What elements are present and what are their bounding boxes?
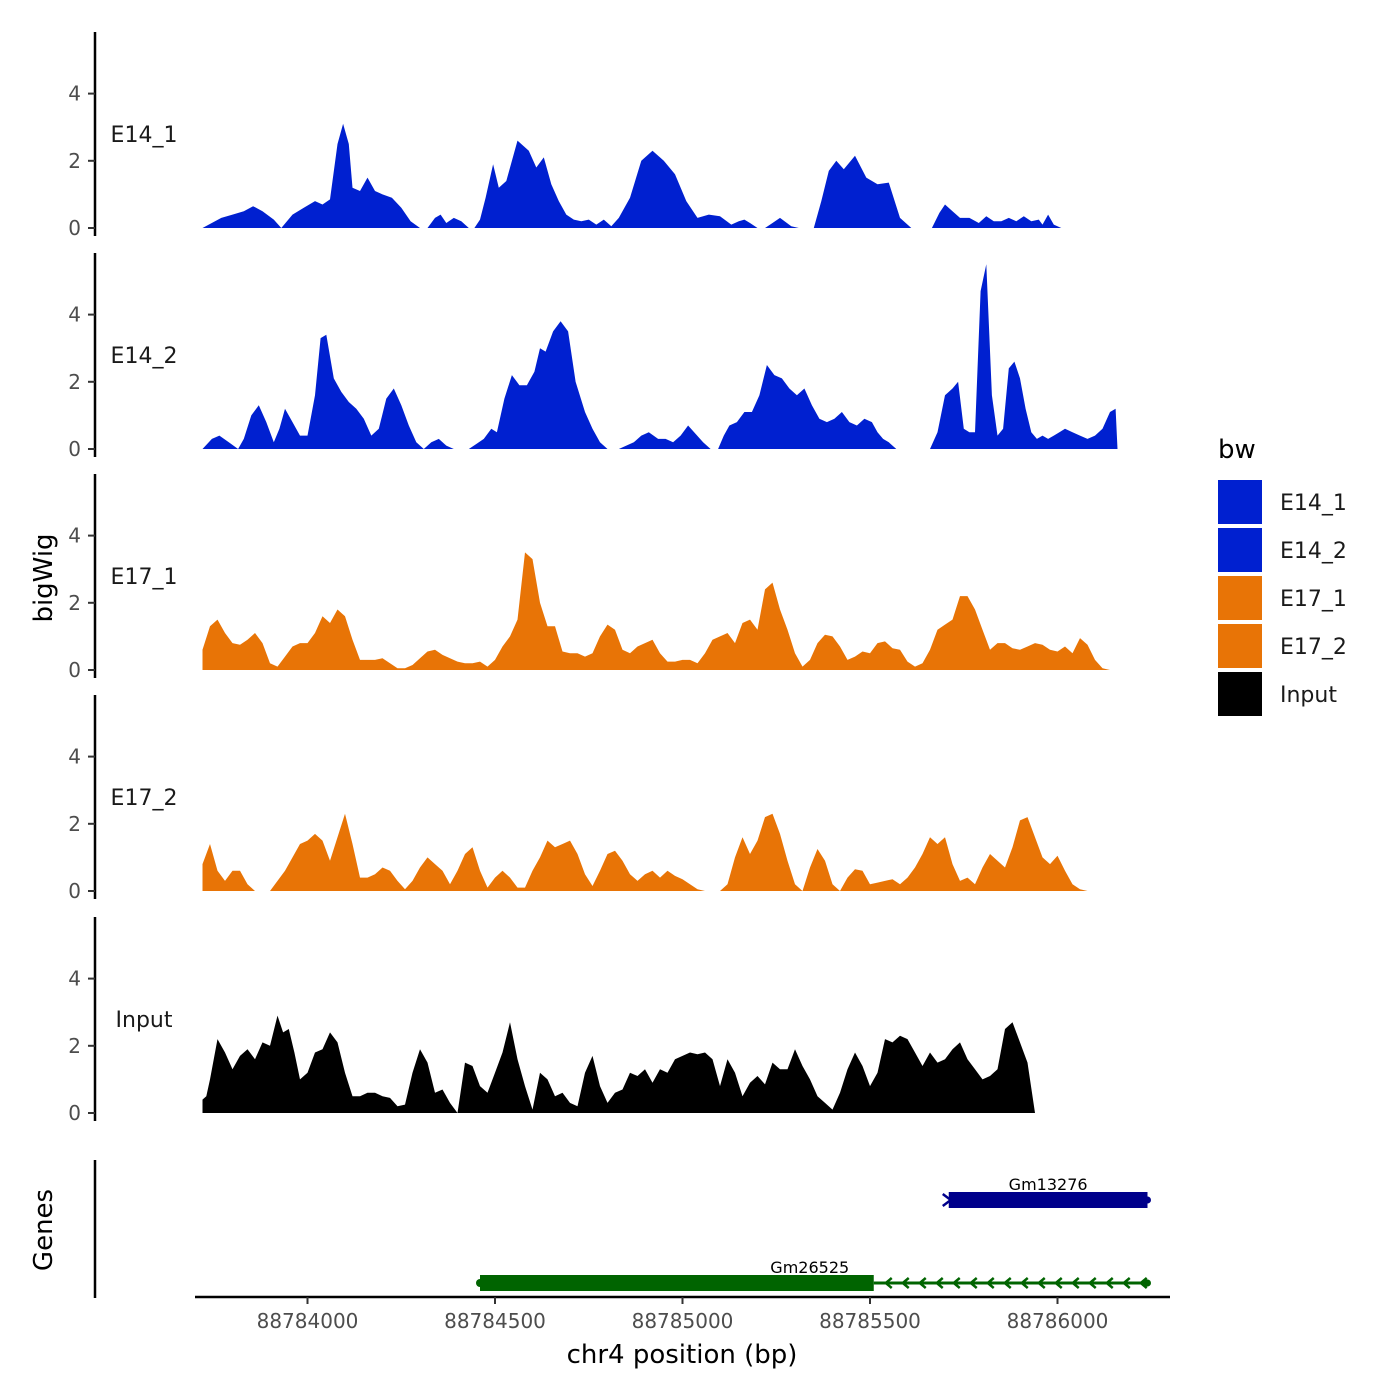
track-Input: 0 2 4 Input [68, 917, 1122, 1125]
y-axis-title: bigWig [29, 533, 59, 622]
track-label: E17_1 [111, 565, 178, 590]
track-label: E14_1 [111, 123, 178, 148]
strand-chevron [1019, 1277, 1029, 1289]
legend-item: E17_2 [1218, 624, 1347, 668]
legend-label: E14_2 [1280, 539, 1347, 564]
legend-key [1218, 576, 1262, 620]
legend-item: E14_1 [1218, 480, 1347, 524]
y-tick-label: 0 [68, 216, 81, 240]
track-E14_1: 0 2 4 E14_1 [68, 32, 1118, 240]
signal-area-E14_1 [202, 123, 1118, 228]
gene-end-marker [1144, 1196, 1151, 1204]
legend-key [1218, 672, 1262, 716]
y-tick-label: 2 [68, 812, 81, 836]
track-E17_1: 0 2 4 E17_1 [68, 474, 1114, 682]
gene-exon [480, 1275, 874, 1291]
legend-item: E14_2 [1218, 528, 1347, 572]
x-tick-label: 88785000 [632, 1309, 734, 1333]
y-tick-label: 4 [68, 82, 81, 106]
y-tick-label: 0 [68, 658, 81, 682]
gene-label: Gm13276 [1009, 1175, 1088, 1194]
strand-chevron [900, 1277, 910, 1289]
signal-tracks: 0 2 4 E14_1 0 2 4 E14_2 0 2 4 E17_1 0 2 4 E17_2 0 2 4 Input [68, 32, 1122, 1125]
strand-chevron [1053, 1277, 1063, 1289]
x-axis-title: chr4 position (bp) [567, 1340, 798, 1370]
track-E14_2: 0 2 4 E14_2 [68, 253, 1118, 461]
gene-Gm26525: Gm26525 [476, 1258, 1151, 1291]
y-tick-label: 4 [68, 303, 81, 327]
track-E17_2: 0 2 4 E17_2 [68, 695, 1114, 903]
x-axis: 88784000 88784500 88785000 88785500 88786000 [195, 1295, 1170, 1333]
y-tick-label: 0 [68, 879, 81, 903]
legend-label: E14_1 [1280, 491, 1347, 516]
strand-chevron [917, 1277, 927, 1289]
strand-chevron [942, 1193, 953, 1207]
gene-end-marker [1144, 1279, 1151, 1287]
strand-chevron [1087, 1277, 1097, 1289]
legend-label: Input [1280, 683, 1337, 708]
x-tick-label: 88786000 [1007, 1309, 1109, 1333]
genes-track: Gm13276 Gm26525 [93, 1160, 1151, 1298]
y-tick-label: 4 [68, 524, 81, 548]
x-tick-label: 88784500 [444, 1309, 546, 1333]
legend-label: E17_1 [1280, 587, 1347, 612]
strand-chevron [1002, 1277, 1012, 1289]
strand-chevron [985, 1277, 995, 1289]
legend-key [1218, 480, 1262, 524]
signal-area-Input [202, 1015, 1122, 1113]
y-tick-label: 4 [68, 967, 81, 991]
y-tick-label: 0 [68, 1101, 81, 1125]
gene-Gm13276: Gm13276 [942, 1175, 1151, 1208]
legend-title: bw [1218, 435, 1256, 465]
y-tick-label: 4 [68, 745, 81, 769]
track-label: Input [116, 1008, 173, 1033]
y-tick-label: 0 [68, 437, 81, 461]
strand-chevron [1104, 1277, 1114, 1289]
signal-area-E17_1 [202, 552, 1114, 670]
y-tick-label: 2 [68, 1034, 81, 1058]
legend-item: E17_1 [1218, 576, 1347, 620]
signal-area-E14_2 [202, 264, 1118, 449]
y-tick-label: 2 [68, 149, 81, 173]
strand-chevron [883, 1277, 893, 1289]
genes-axis-title: Genes [29, 1189, 59, 1271]
legend: bw E14_1 E14_2 E17_1 E17_2 Input [1218, 435, 1347, 716]
track-label: E14_2 [111, 344, 178, 369]
gene-label: Gm26525 [770, 1258, 849, 1277]
strand-chevron [968, 1277, 978, 1289]
signal-area-E17_2 [202, 813, 1114, 891]
legend-key [1218, 528, 1262, 572]
strand-chevron [1036, 1277, 1046, 1289]
y-tick-label: 2 [68, 370, 81, 394]
x-tick-label: 88784000 [257, 1309, 359, 1333]
x-tick-label: 88785500 [819, 1309, 921, 1333]
y-tick-label: 2 [68, 591, 81, 615]
strand-chevron [1070, 1277, 1080, 1289]
legend-label: E17_2 [1280, 635, 1347, 660]
legend-key [1218, 624, 1262, 668]
strand-chevron [1138, 1277, 1148, 1289]
gene-start-marker [476, 1279, 484, 1287]
legend-item: Input [1218, 672, 1337, 716]
strand-chevron [951, 1277, 961, 1289]
strand-chevron [934, 1277, 944, 1289]
strand-chevron [1121, 1277, 1131, 1289]
track-label: E17_2 [111, 786, 178, 811]
gene-exon [948, 1192, 1148, 1208]
